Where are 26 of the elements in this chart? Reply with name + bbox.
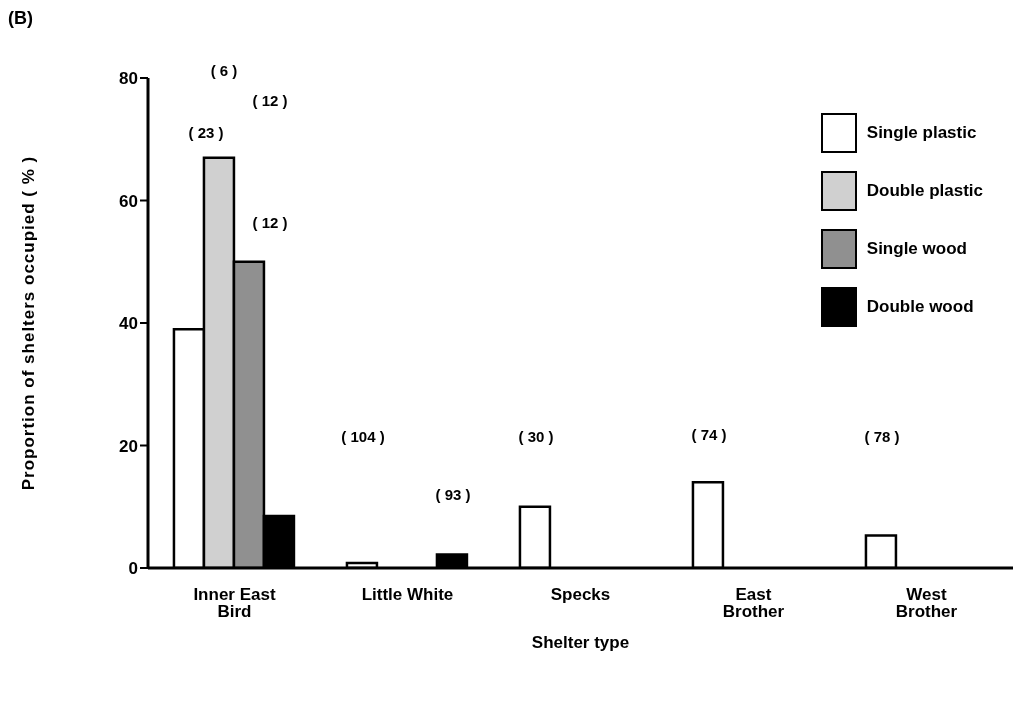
legend-label: Single plastic bbox=[866, 123, 977, 143]
annotation: ( 12 ) bbox=[252, 91, 288, 109]
annotation: ( 78 ) bbox=[864, 427, 900, 445]
legend-label: Double plastic bbox=[866, 181, 983, 201]
legend-label: Double wood bbox=[866, 297, 974, 317]
annotation: ( 74 ) bbox=[691, 425, 727, 443]
legend-label: Single wood bbox=[866, 239, 967, 259]
x-tick-label: Inner East Bird bbox=[193, 585, 276, 622]
annotation: ( 23 ) bbox=[188, 123, 224, 141]
x-tick-label: Little White bbox=[361, 585, 454, 605]
x-tick-label: West Brother bbox=[895, 585, 958, 622]
annotation: ( 6 ) bbox=[210, 61, 238, 79]
annotation: ( 104 ) bbox=[341, 427, 385, 445]
y-tick-label: 0 bbox=[128, 559, 138, 579]
annotation: ( 30 ) bbox=[518, 427, 554, 445]
annotation: ( 93 ) bbox=[435, 485, 471, 503]
y-tick-label: 20 bbox=[119, 436, 138, 456]
x-axis-title: Shelter type bbox=[531, 633, 630, 652]
y-axis-title: Proportion of shelters occupied ( % ) bbox=[19, 155, 39, 491]
y-tick-label: 60 bbox=[119, 191, 138, 211]
x-tick-label: East Brother bbox=[722, 585, 785, 622]
x-tick-label: Specks bbox=[550, 585, 611, 605]
annotation: ( 12 ) bbox=[252, 213, 288, 231]
y-tick-label: 80 bbox=[119, 69, 138, 89]
chart-title: (B) bbox=[8, 8, 33, 29]
y-tick-label: 40 bbox=[119, 314, 138, 334]
